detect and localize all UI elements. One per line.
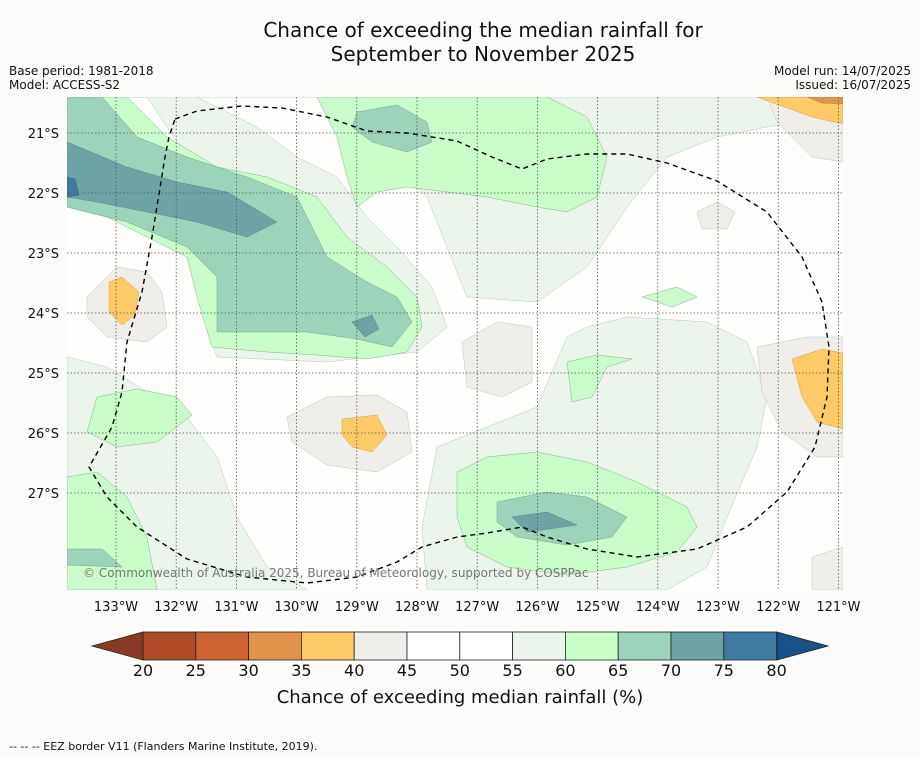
colorbar-segment bbox=[142, 631, 197, 661]
gridlines bbox=[67, 97, 843, 590]
contour-65-70-sw bbox=[67, 548, 123, 568]
colorbar-tick-label: 40 bbox=[344, 661, 364, 680]
map-area: © Commonwealth of Australia 2025, Bureau… bbox=[67, 97, 843, 590]
contour-35-40-east bbox=[791, 348, 843, 430]
colorbar-tick-label: 35 bbox=[291, 661, 311, 680]
eez-border bbox=[88, 105, 830, 584]
colorbar-tick-label: 25 bbox=[186, 661, 206, 680]
colorbar-segment bbox=[565, 631, 619, 661]
colorbar-segment bbox=[248, 631, 302, 661]
colorbar-tick-label: 60 bbox=[555, 661, 575, 680]
colorbar-tick-label: 80 bbox=[766, 661, 786, 680]
contour-70-75-west bbox=[67, 141, 278, 238]
map-svg: © Commonwealth of Australia 2025, Bureau… bbox=[67, 97, 843, 590]
colorbar-tick-label: 50 bbox=[450, 661, 470, 680]
colorbar-segment bbox=[300, 631, 355, 661]
contour-70-75-south bbox=[511, 511, 578, 533]
contour-75-80-west bbox=[67, 176, 80, 198]
contour-30-35-ne bbox=[806, 97, 843, 105]
base-period: Base period: 1981-2018 bbox=[9, 64, 154, 78]
meta-right: Model run: 14/07/2025 Issued: 16/07/2025 bbox=[774, 64, 911, 92]
colorbar-over-arrow bbox=[776, 631, 830, 661]
contour-40-45-mid bbox=[461, 321, 533, 398]
colorbar-segment bbox=[512, 631, 566, 661]
contour-70-75-center bbox=[351, 314, 380, 338]
contour-35-40-ne bbox=[756, 97, 843, 125]
title-line-1: Chance of exceeding the median rainfall … bbox=[263, 18, 703, 42]
colorbar-segment bbox=[617, 631, 672, 661]
colorbar-tick-label: 65 bbox=[608, 661, 628, 680]
colorbar-segment bbox=[406, 631, 461, 661]
colorbar-tick-label: 70 bbox=[661, 661, 681, 680]
contour-60-65-sw bbox=[67, 388, 193, 590]
colorbar-tick-label: 75 bbox=[714, 661, 734, 680]
meta-left: Base period: 1981-2018 Model: ACCESS-S2 bbox=[9, 64, 154, 92]
eez-legend: -- -- -- EEZ border V11 (Flanders Marine… bbox=[9, 740, 318, 753]
colorbar-tick-label: 30 bbox=[238, 661, 258, 680]
colorbar-title: Chance of exceeding median rainfall (%) bbox=[277, 687, 644, 708]
colorbar-tick-label: 55 bbox=[502, 661, 522, 680]
colorbar-segment bbox=[670, 631, 725, 661]
title-line-2: September to November 2025 bbox=[330, 42, 636, 66]
colorbar-under-arrow bbox=[90, 631, 144, 661]
colorbar-segment bbox=[723, 631, 777, 661]
copyright-text: © Commonwealth of Australia 2025, Bureau… bbox=[83, 566, 588, 580]
model-run: Model run: 14/07/2025 bbox=[773, 64, 911, 78]
colorbar-tick-label: 45 bbox=[397, 661, 417, 680]
model-name: Model: ACCESS-S2 bbox=[9, 78, 121, 92]
chart-title: Chance of exceeding the median rainfall … bbox=[0, 18, 919, 66]
colorbar-tick-label: 20 bbox=[133, 661, 153, 680]
colorbar-segment bbox=[459, 631, 513, 661]
contour-40-45-ne bbox=[696, 97, 843, 590]
contour-35-40-center bbox=[341, 414, 388, 453]
contour-65-70-north bbox=[351, 104, 433, 153]
issued-date: Issued: 16/07/2025 bbox=[795, 78, 911, 92]
colorbar-segment bbox=[353, 631, 408, 661]
colorbar-segment bbox=[195, 631, 250, 661]
